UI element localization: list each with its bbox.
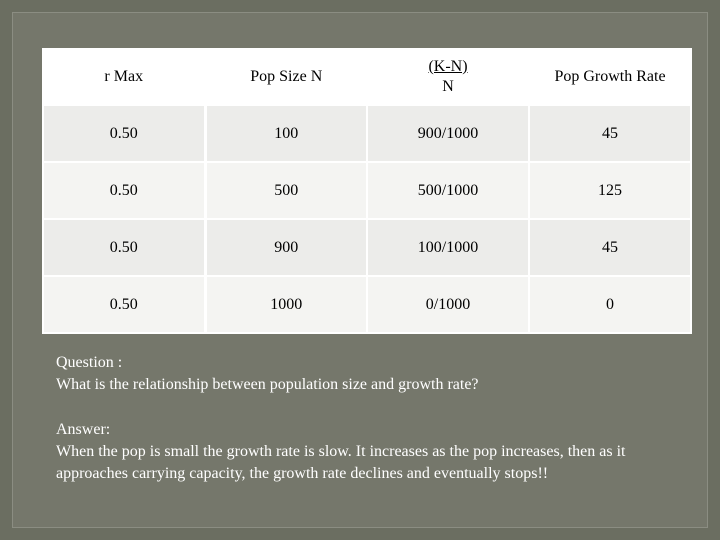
table-row: 0.50 500 500/1000 125 [42,161,692,220]
cell-fraction: 500/1000 [366,161,530,220]
header-k-minus-n-over-n: (K-N) N [366,48,530,106]
cell-growth-rate: 125 [528,161,692,220]
header-pop-size: Pop Size N [204,48,368,106]
table-row: 0.50 900 100/1000 45 [42,218,692,277]
cell-fraction: 100/1000 [366,218,530,277]
cell-fraction: 0/1000 [366,275,530,334]
cell-r-max: 0.50 [42,104,207,163]
fraction-denominator: N [442,78,454,95]
question-text: What is the relationship between populat… [56,376,479,393]
header-growth-rate: Pop Growth Rate [528,48,692,106]
question-label: Question : [56,354,123,371]
cell-pop-size: 900 [204,218,368,277]
cell-r-max: 0.50 [42,218,207,277]
header-r-max: r Max [42,48,207,106]
fraction-numerator: (K-N) [428,58,468,75]
cell-fraction: 900/1000 [366,104,530,163]
cell-growth-rate: 0 [528,275,692,334]
data-table-container: r Max Pop Size N (K-N) N Pop Growth Rate… [42,48,692,334]
answer-label: Answer: [56,421,111,438]
cell-growth-rate: 45 [528,218,692,277]
table-header-row: r Max Pop Size N (K-N) N Pop Growth Rate [42,48,692,106]
cell-r-max: 0.50 [42,161,207,220]
data-table: r Max Pop Size N (K-N) N Pop Growth Rate… [42,48,692,334]
table-row: 0.50 100 900/1000 45 [42,104,692,163]
cell-pop-size: 1000 [204,275,368,334]
cell-pop-size: 100 [204,104,368,163]
answer-text: When the pop is small the growth rate is… [56,443,626,482]
answer-block: Answer: When the pop is small the growth… [56,419,676,485]
cell-r-max: 0.50 [42,275,207,334]
question-block: Question : What is the relationship betw… [56,352,676,396]
table-row: 0.50 1000 0/1000 0 [42,275,692,334]
cell-pop-size: 500 [204,161,368,220]
cell-growth-rate: 45 [528,104,692,163]
